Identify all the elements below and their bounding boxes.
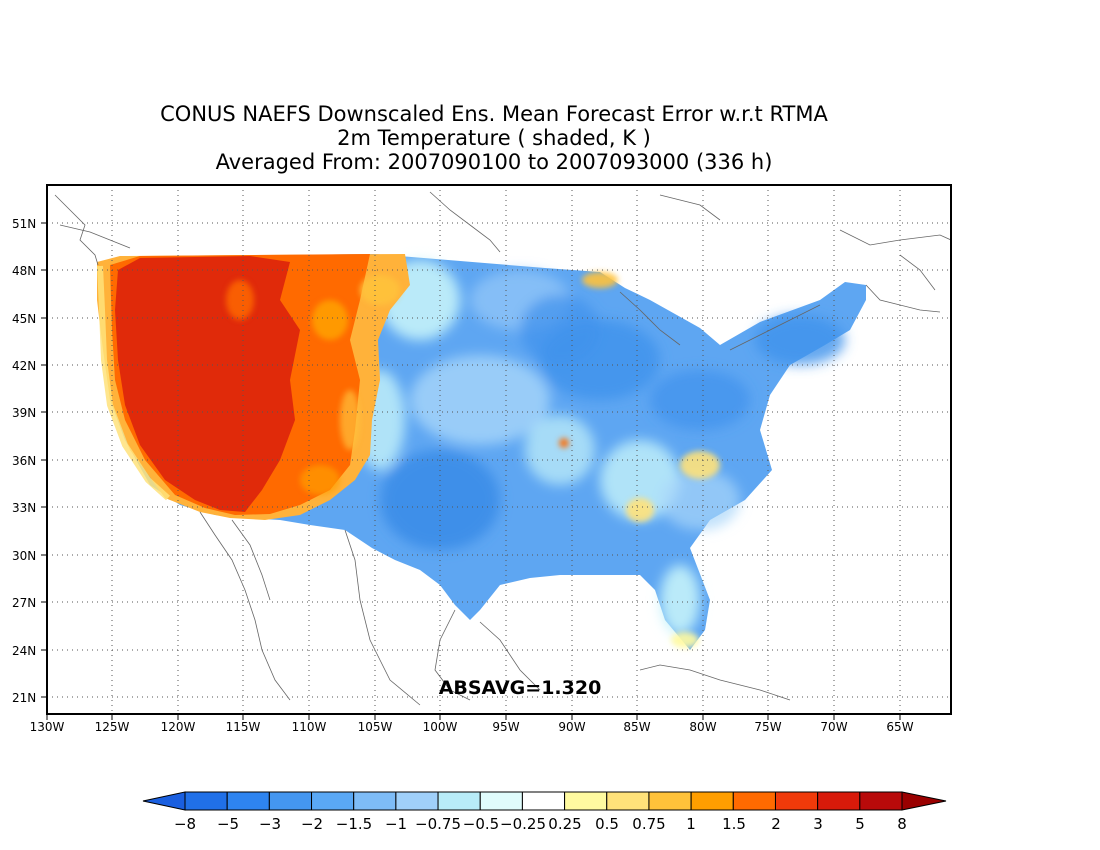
lon-label-100w: 100W (423, 720, 458, 734)
lon-label-85w: 85W (623, 720, 650, 734)
colorbar-box (648, 791, 692, 811)
absavg-annotation: ABSAVG=1.320 (439, 677, 602, 699)
lon-label-90w: 90W (558, 720, 585, 734)
lon-label-125w: 125W (95, 720, 130, 734)
colorbar-boxes (184, 791, 903, 811)
colorbar-label-9: 0.25 (548, 815, 581, 833)
colorbar-high-arrow (901, 791, 947, 811)
colorbar-label-13: 1.5 (722, 815, 746, 833)
colorbar-box (774, 791, 819, 811)
lon-label-120w: 120W (161, 720, 196, 734)
lat-label-24n: 24N (12, 644, 36, 658)
colorbar-label-3: −2 (301, 815, 323, 833)
lon-label-115w: 115W (226, 720, 261, 734)
colorbar-box (437, 791, 481, 811)
colorbar-box (817, 791, 861, 811)
lon-label-65w: 65W (886, 720, 913, 734)
colorbar-label-2: −3 (259, 815, 281, 833)
lat-label-39n: 39N (12, 406, 36, 420)
axis-ticks (41, 222, 901, 720)
colorbar-label-15: 3 (813, 815, 823, 833)
lat-label-48n: 48N (12, 264, 36, 278)
lat-label-36n: 36N (12, 454, 36, 468)
colorbar-label-1: −5 (217, 815, 239, 833)
colorbar-label-11: 0.75 (632, 815, 665, 833)
pacific-coast-band (97, 265, 171, 501)
warm-texture (226, 272, 720, 648)
lat-axis-labels: 21N 24N 27N 30N 33N 36N 39N 42N 45N 48N … (12, 217, 36, 705)
chart-title: CONUS NAEFS Downscaled Ens. Mean Forecas… (0, 102, 988, 174)
title-line-2: 2m Temperature ( shaded, K ) (337, 126, 651, 150)
lon-label-110w: 110W (292, 720, 327, 734)
colorbar-label-14: 2 (771, 815, 781, 833)
colorbar-box (353, 791, 397, 811)
colorbar-label-12: 1 (686, 815, 696, 833)
colorbar-label-16: 5 (855, 815, 865, 833)
colorbar-box (226, 791, 270, 811)
colorbar-label-0: −8 (174, 815, 196, 833)
colorbar-label-8: −0.25 (500, 815, 546, 833)
lat-label-42n: 42N (12, 359, 36, 373)
lon-label-130w: 130W (30, 720, 65, 734)
map-frame (46, 184, 952, 715)
map-grid (47, 185, 951, 714)
colorbar-box (732, 791, 776, 811)
lat-label-21n: 21N (12, 691, 36, 705)
colorbar-label-10: 0.5 (595, 815, 619, 833)
colorbar-box (521, 791, 566, 811)
colorbar-box (184, 791, 228, 811)
lon-label-95w: 95W (492, 720, 519, 734)
lon-label-105w: 105W (358, 720, 393, 734)
colorbar-labels: −8 −5 −3 −2 −1.5 −1 −0.75 −0.5 −0.25 0.2… (174, 815, 907, 833)
lon-label-70w: 70W (820, 720, 847, 734)
lon-label-75w: 75W (754, 720, 781, 734)
warm-west-hot (115, 256, 300, 512)
colorbar-box (564, 791, 608, 811)
lat-label-51n: 51N (12, 217, 36, 231)
colorbar-label-4: −1.5 (336, 815, 372, 833)
colorbar: −8 −5 −3 −2 −1.5 −1 −0.75 −0.5 −0.25 0.2… (142, 791, 947, 833)
colorbar-box (268, 791, 313, 811)
map-area (47, 185, 951, 714)
colorbar-label-6: −0.75 (415, 815, 461, 833)
lon-label-80w: 80W (689, 720, 716, 734)
lat-label-27n: 27N (12, 596, 36, 610)
colorbar-label-5: −1 (385, 815, 407, 833)
colorbar-label-7: −0.5 (463, 815, 499, 833)
title-line-3: Averaged From: 2007090100 to 2007093000 … (215, 150, 773, 174)
lat-label-33n: 33N (12, 501, 36, 515)
lat-label-45n: 45N (12, 312, 36, 326)
colorbar-low-arrow (142, 791, 186, 811)
title-line-1: CONUS NAEFS Downscaled Ens. Mean Forecas… (160, 102, 828, 126)
colorbar-box (395, 791, 439, 811)
colorbar-box (606, 791, 650, 811)
colorbar-box (690, 791, 734, 811)
colorbar-box (859, 791, 903, 811)
colorbar-box (311, 791, 355, 811)
coastlines (54, 191, 951, 706)
colorbar-label-17: 8 (897, 815, 907, 833)
lat-label-30n: 30N (12, 549, 36, 563)
lon-axis-labels: 130W 125W 120W 115W 110W 105W 100W 95W 9… (30, 720, 914, 734)
colorbar-box (479, 791, 523, 811)
